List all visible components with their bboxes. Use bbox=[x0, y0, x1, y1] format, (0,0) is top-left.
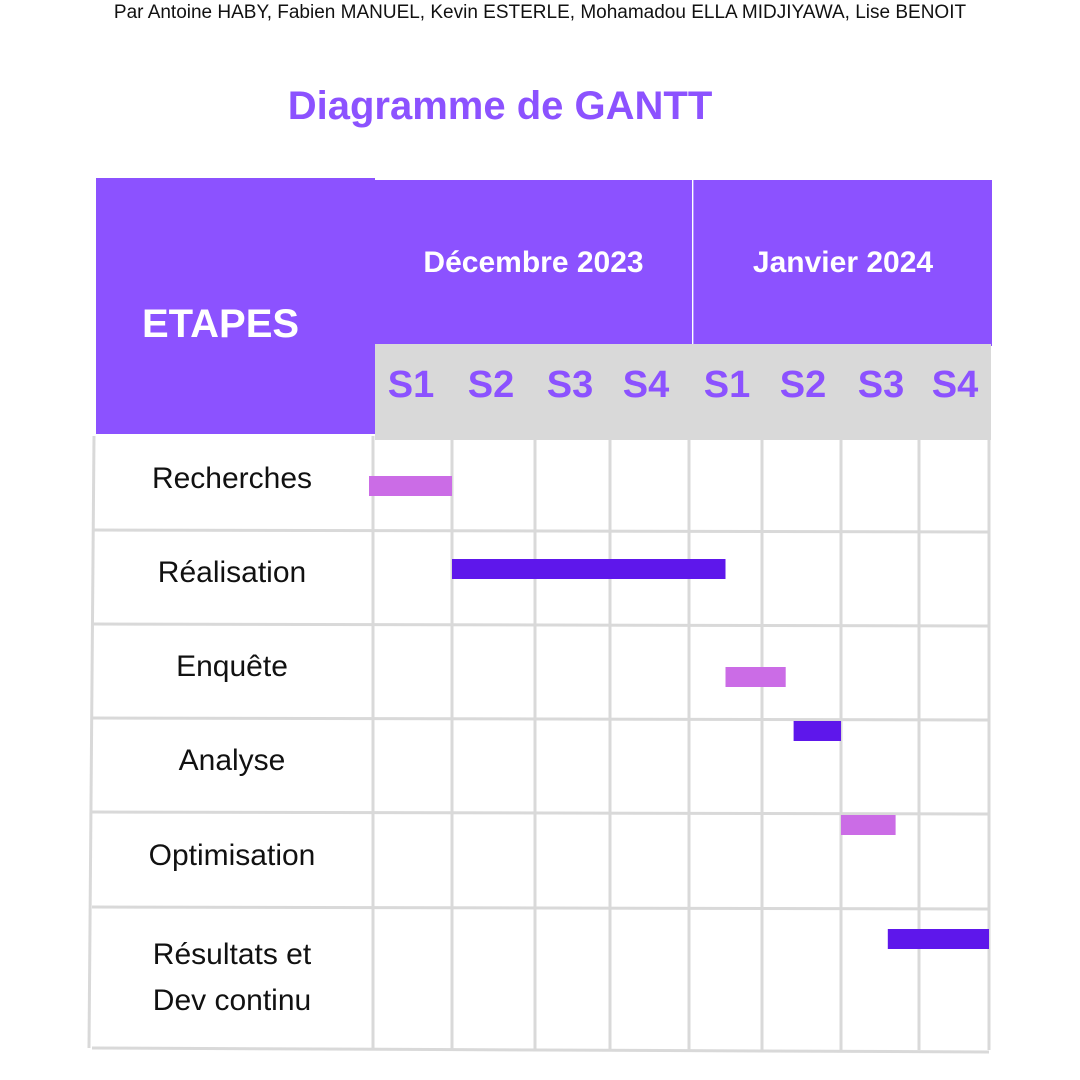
month-header-december: Décembre 2023 bbox=[375, 180, 692, 346]
week-label-2: S2 bbox=[467, 364, 515, 406]
grid-hline-4 bbox=[91, 810, 990, 816]
week-label-6: S2 bbox=[779, 364, 827, 406]
stage-label-6: Résultats et Dev continu bbox=[152, 937, 312, 1017]
task-bar-4 bbox=[793, 721, 841, 741]
task-bar-6 bbox=[887, 929, 989, 949]
task-bars bbox=[369, 476, 989, 949]
grid-lines bbox=[87, 435, 991, 1054]
stage-label-1: Recherches bbox=[151, 462, 313, 495]
stage-label-3: Enquête bbox=[176, 650, 288, 683]
grid-hline-2 bbox=[91, 622, 990, 628]
stages-header: ETAPES bbox=[96, 178, 375, 434]
task-bar-2 bbox=[452, 559, 726, 579]
stages-header-label: ETAPES bbox=[142, 302, 300, 346]
week-label-3: S3 bbox=[546, 364, 594, 406]
week-label-5: S1 bbox=[703, 364, 751, 406]
task-bar-3 bbox=[725, 667, 786, 687]
grid-hline-6 bbox=[91, 1046, 990, 1054]
week-label-7: S3 bbox=[857, 364, 905, 406]
week-label-4: S4 bbox=[622, 364, 670, 406]
week-label-1: S1 bbox=[387, 364, 435, 406]
grid-hline-3 bbox=[91, 716, 990, 722]
month-header-january: Janvier 2024 bbox=[693, 180, 992, 346]
grid-hline-5 bbox=[91, 905, 990, 911]
grid-left-border bbox=[87, 435, 96, 1049]
authors-line: Par Antoine HABY, Fabien MANUEL, Kevin E… bbox=[113, 2, 967, 23]
task-bar-5 bbox=[841, 815, 896, 835]
week-header-band bbox=[375, 344, 991, 440]
week-label-8: S4 bbox=[931, 364, 979, 406]
grid-hline-1 bbox=[91, 528, 990, 534]
task-bar-1 bbox=[369, 476, 452, 496]
stage-label-2: Réalisation bbox=[157, 556, 307, 589]
chart-title: Diagramme de GANTT bbox=[287, 84, 713, 128]
stage-label-5: Optimisation bbox=[148, 838, 316, 872]
stage-label-4: Analyse bbox=[178, 744, 286, 777]
